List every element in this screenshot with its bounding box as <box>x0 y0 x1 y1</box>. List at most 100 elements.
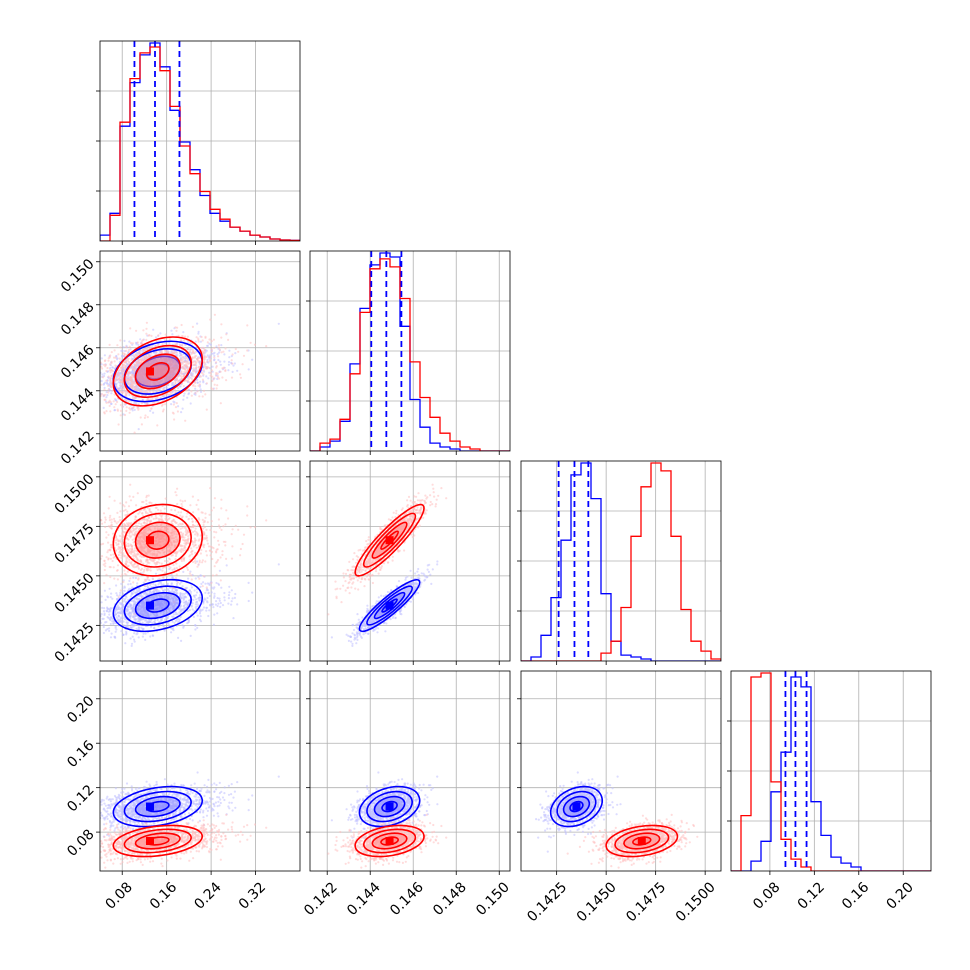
scatter-point <box>192 511 195 514</box>
scatter-point <box>200 582 203 586</box>
scatter-point <box>199 574 202 577</box>
scatter-point <box>97 388 99 390</box>
scatter-point <box>165 617 168 620</box>
scatter-point <box>114 520 117 523</box>
scatter-point <box>169 598 172 601</box>
scatter-point <box>192 594 196 597</box>
scatter-point <box>112 622 115 625</box>
scatter-point <box>165 386 168 389</box>
scatter-point <box>149 409 152 412</box>
scatter-point <box>100 393 104 396</box>
scatter-point <box>183 536 186 539</box>
scatter-point <box>121 380 124 383</box>
scatter-point <box>216 353 219 356</box>
scatter-point <box>173 388 176 392</box>
scatter-point <box>128 615 131 618</box>
scatter-point <box>202 606 206 609</box>
scatter-point <box>146 383 150 386</box>
scatter-point <box>218 599 221 602</box>
scatter-point <box>158 594 161 597</box>
scatter-point <box>127 362 130 365</box>
scatter-point <box>114 626 117 629</box>
scatter-point <box>120 371 124 374</box>
scatter-point <box>157 625 160 628</box>
scatter-point <box>115 592 118 595</box>
scatter-point <box>185 600 188 603</box>
scatter-point <box>141 371 144 374</box>
scatter-point <box>103 354 106 357</box>
scatter-point <box>139 361 142 364</box>
scatter-point <box>148 599 151 603</box>
scatter-point <box>130 377 133 380</box>
scatter-point <box>212 623 215 626</box>
scatter-point <box>138 608 141 611</box>
scatter-point <box>141 399 144 402</box>
scatter-point <box>143 416 146 419</box>
scatter-point <box>114 630 117 633</box>
scatter-point <box>166 582 169 585</box>
scatter-point <box>164 571 167 574</box>
scatter-point <box>109 553 112 557</box>
scatter-point <box>192 352 195 355</box>
scatter-point <box>107 596 110 599</box>
scatter-point <box>192 615 195 619</box>
scatter-point <box>156 390 159 393</box>
scatter-point <box>228 349 231 352</box>
scatter-point <box>125 378 128 381</box>
scatter-point <box>160 583 163 586</box>
scatter-point <box>105 610 109 613</box>
scatter-point <box>180 411 183 414</box>
scatter-point <box>145 402 148 405</box>
scatter-point <box>213 596 216 599</box>
scatter-point <box>196 603 199 606</box>
scatter-point <box>112 566 115 569</box>
scatter-point <box>190 390 193 393</box>
scatter-point <box>206 354 209 357</box>
scatter-point <box>175 329 178 332</box>
scatter-point <box>101 367 104 370</box>
scatter-point <box>150 381 153 384</box>
scatter-point <box>133 623 136 627</box>
scatter-point <box>118 377 121 380</box>
scatter-point <box>108 399 111 402</box>
scatter-point <box>152 590 155 593</box>
scatter-point <box>195 503 198 506</box>
scatter-point <box>191 602 194 605</box>
scatter-point <box>119 607 123 610</box>
scatter-point <box>124 597 127 601</box>
scatter-point <box>175 367 178 370</box>
scatter-point <box>179 352 182 355</box>
scatter-point <box>221 604 225 607</box>
scatter-point <box>120 349 123 352</box>
scatter-point <box>132 368 135 371</box>
scatter-point <box>107 388 110 391</box>
scatter-point <box>176 582 179 586</box>
scatter-point <box>190 574 193 577</box>
scatter-point <box>163 559 167 563</box>
scatter-point <box>142 613 145 617</box>
scatter-point <box>199 585 202 589</box>
scatter-point <box>141 369 144 372</box>
scatter-point <box>128 558 131 562</box>
scatter-point <box>131 342 134 345</box>
scatter-point <box>124 624 127 628</box>
scatter-point <box>194 628 197 631</box>
scatter-point <box>173 603 176 607</box>
scatter-point <box>163 601 166 604</box>
scatter-point <box>110 402 113 405</box>
scatter-point <box>125 345 128 349</box>
scatter-point <box>202 581 205 584</box>
scatter-point <box>178 582 181 585</box>
scatter-point <box>190 353 193 356</box>
scatter-point <box>109 363 112 366</box>
scatter-point <box>104 365 107 368</box>
scatter-point <box>191 356 194 359</box>
scatter-point <box>161 596 164 599</box>
scatter-point <box>217 524 221 527</box>
scatter-point <box>194 577 197 580</box>
scatter-point <box>213 358 216 361</box>
scatter-point <box>181 365 184 368</box>
scatter-point <box>144 414 147 417</box>
scatter-point <box>180 531 183 534</box>
